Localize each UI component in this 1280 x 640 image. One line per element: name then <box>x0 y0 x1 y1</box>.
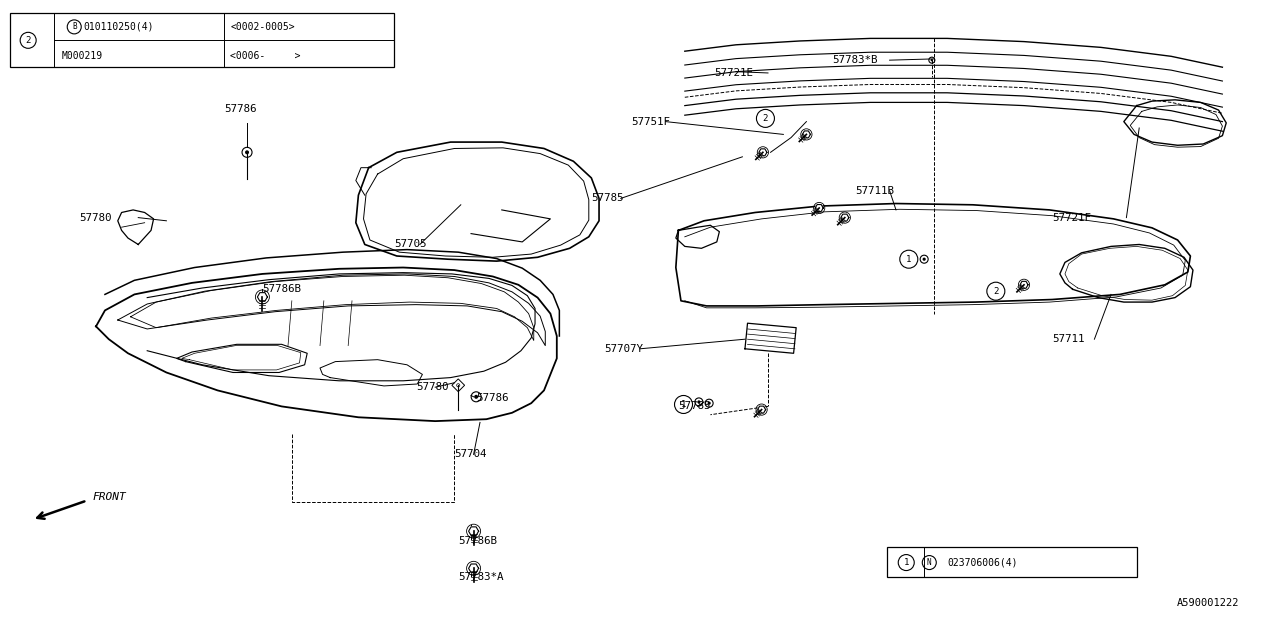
Text: 1: 1 <box>904 558 909 567</box>
Polygon shape <box>468 564 479 573</box>
Text: 1: 1 <box>681 400 686 409</box>
Polygon shape <box>815 205 823 211</box>
Text: 57780: 57780 <box>79 212 111 223</box>
Text: 57783*A: 57783*A <box>458 572 504 582</box>
Polygon shape <box>803 131 810 138</box>
Text: 010110250(4): 010110250(4) <box>83 22 154 32</box>
Polygon shape <box>1020 282 1028 288</box>
Text: 57786B: 57786B <box>262 284 301 294</box>
Text: 57783*B: 57783*B <box>832 55 878 65</box>
Text: 57721F: 57721F <box>1052 212 1091 223</box>
Text: 57711B: 57711B <box>855 186 893 196</box>
Circle shape <box>698 401 700 404</box>
Polygon shape <box>257 292 268 301</box>
Text: 57751F: 57751F <box>631 116 669 127</box>
Text: <0006-     >: <0006- > <box>230 51 301 61</box>
Text: N: N <box>927 558 932 567</box>
Text: <0002-0005>: <0002-0005> <box>230 22 294 32</box>
Text: 1: 1 <box>906 255 911 264</box>
Text: 57785: 57785 <box>678 401 710 412</box>
Text: 57785: 57785 <box>591 193 623 204</box>
Text: 57786: 57786 <box>224 104 256 114</box>
Bar <box>10 13 394 67</box>
Text: M000219: M000219 <box>61 51 102 61</box>
Bar <box>887 547 1137 577</box>
Text: 57704: 57704 <box>454 449 486 460</box>
Circle shape <box>244 150 250 154</box>
Text: 57707Y: 57707Y <box>604 344 643 354</box>
Text: 57780: 57780 <box>416 382 448 392</box>
Text: 57786B: 57786B <box>458 536 497 546</box>
Circle shape <box>931 59 933 61</box>
Text: 57711: 57711 <box>1052 334 1084 344</box>
Text: 2: 2 <box>763 114 768 123</box>
Circle shape <box>923 257 925 261</box>
Polygon shape <box>759 149 767 156</box>
Polygon shape <box>468 527 479 536</box>
Circle shape <box>708 402 710 404</box>
Text: A590001222: A590001222 <box>1176 598 1239 608</box>
Text: 023706006(4): 023706006(4) <box>947 557 1018 568</box>
Text: 2: 2 <box>26 36 31 45</box>
Bar <box>452 379 465 392</box>
Polygon shape <box>841 214 849 221</box>
Text: 57705: 57705 <box>394 239 426 250</box>
Polygon shape <box>758 406 765 413</box>
Text: FRONT: FRONT <box>92 492 125 502</box>
Text: 2: 2 <box>993 287 998 296</box>
Text: 57721E: 57721E <box>714 68 753 78</box>
Text: 57786: 57786 <box>476 393 508 403</box>
Text: B: B <box>72 22 77 31</box>
Circle shape <box>474 395 479 399</box>
